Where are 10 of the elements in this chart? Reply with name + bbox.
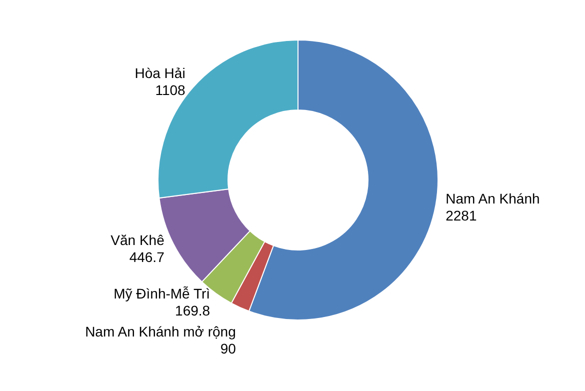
slice-label: Mỹ Đình-Mễ Trì — [114, 286, 210, 302]
data-label: 90 — [220, 340, 236, 357]
slice-label: Hòa Hải — [134, 64, 186, 81]
data-label: 446.7 — [129, 249, 165, 266]
data-label: 169.8 — [175, 302, 210, 319]
data-label: 1108 — [155, 82, 186, 98]
slice-label: Nam An Khánh mở rộng — [85, 324, 236, 340]
slice-label: Văn Khê — [110, 232, 165, 248]
data-label: 2281 — [446, 208, 477, 224]
slice-label: Nam An Khánh — [446, 190, 540, 207]
